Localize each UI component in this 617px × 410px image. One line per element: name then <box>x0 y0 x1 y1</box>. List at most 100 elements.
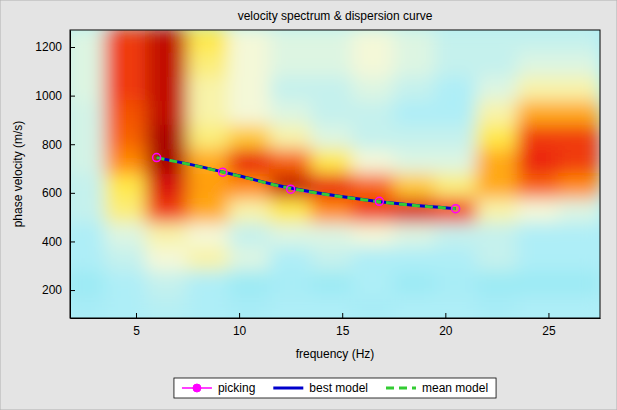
heatmap-cell <box>70 246 106 271</box>
x-tick-mark <box>445 313 446 318</box>
heatmap-cell <box>352 124 394 149</box>
heatmap-cell <box>311 30 353 52</box>
heatmap-cell <box>517 124 559 149</box>
heatmap-cell <box>228 222 270 247</box>
heatmap-cell <box>187 30 229 52</box>
x-tick-label: 20 <box>439 324 453 338</box>
heatmap-cell <box>558 149 600 174</box>
y-tick-mark <box>70 144 75 145</box>
heatmap-cell <box>228 124 270 149</box>
legend-entry: mean model <box>386 381 488 395</box>
heatmap-cell <box>70 100 106 125</box>
heatmap-cell <box>146 222 188 247</box>
x-tick-label: 15 <box>336 324 350 338</box>
y-axis-line <box>70 31 71 319</box>
series-marker <box>219 168 227 176</box>
heatmap-cell <box>270 124 312 149</box>
legend-label: mean model <box>422 381 488 395</box>
heatmap-cell <box>70 222 106 247</box>
y-tick: 800 <box>42 138 75 152</box>
heatmap-cell <box>105 51 147 76</box>
series-marker <box>153 154 161 162</box>
heatmap-cell <box>146 30 188 52</box>
heatmap-cell <box>105 173 147 198</box>
x-tick: 10 <box>233 313 247 338</box>
heatmap-cell <box>146 197 188 222</box>
heatmap-cell <box>393 51 435 76</box>
heatmap-cell <box>435 222 477 247</box>
y-tick-mark <box>70 290 75 291</box>
heatmap-cell <box>352 30 394 52</box>
heatmap-cell <box>70 270 106 295</box>
heatmap-cell <box>311 149 353 174</box>
heatmap-cell <box>476 294 518 318</box>
heatmap-cell <box>393 76 435 101</box>
heatmap-cell <box>352 294 394 318</box>
x-axis: 510152025 <box>71 313 601 338</box>
heatmap-cell <box>311 270 353 295</box>
heatmap-cell <box>517 51 559 76</box>
heatmap <box>70 30 600 318</box>
heatmap-cell <box>270 197 312 222</box>
heatmap-cell <box>187 246 229 271</box>
chart-title: velocity spectrum & dispersion curve <box>238 9 433 23</box>
heatmap-cell <box>270 51 312 76</box>
heatmap-cell <box>393 246 435 271</box>
heatmap-cell <box>517 294 559 318</box>
y-tick-mark <box>70 96 75 97</box>
heatmap-cell <box>270 76 312 101</box>
heatmap-cell <box>228 30 270 52</box>
heatmap-cell <box>70 51 106 76</box>
heatmap-cell <box>311 222 353 247</box>
series-line <box>157 158 456 209</box>
heatmap-cell <box>476 197 518 222</box>
heatmap-cell <box>558 76 600 101</box>
heatmap-cell <box>228 76 270 101</box>
heatmap-cell <box>228 246 270 271</box>
y-tick: 1000 <box>35 89 75 103</box>
heatmap-cell <box>70 76 106 101</box>
legend-entry: best model <box>273 381 368 395</box>
heatmap-cell <box>146 51 188 76</box>
heatmap-cell <box>146 124 188 149</box>
heatmap-cell <box>311 197 353 222</box>
heatmap-cell <box>105 30 147 52</box>
series-marker <box>287 185 295 193</box>
heatmap-cell <box>435 173 477 198</box>
heatmap-cell <box>558 100 600 125</box>
series-marker <box>452 205 460 213</box>
y-tick-mark <box>70 193 75 194</box>
legend-label: picking <box>218 381 255 395</box>
heatmap-cell <box>435 246 477 271</box>
heatmap-cell <box>146 76 188 101</box>
heatmap-cell <box>105 246 147 271</box>
series-line <box>157 158 456 209</box>
heatmap-cell <box>187 76 229 101</box>
heatmap-cell <box>311 246 353 271</box>
y-tick-label: 800 <box>42 138 62 152</box>
heatmap-cell <box>393 222 435 247</box>
heatmap-cell <box>70 294 106 318</box>
heatmap-cell <box>352 76 394 101</box>
heatmap-cell <box>187 197 229 222</box>
heatmap-cell <box>558 222 600 247</box>
heatmap-cell <box>270 246 312 271</box>
heatmap-cell <box>435 149 477 174</box>
legend-box <box>174 378 496 398</box>
y-tick-label: 200 <box>42 283 62 297</box>
heatmap-cell <box>476 222 518 247</box>
heatmap-cell <box>435 100 477 125</box>
x-tick-mark <box>136 313 137 318</box>
heatmap-cell <box>270 100 312 125</box>
heatmap-cell <box>105 124 147 149</box>
heatmap-cell <box>270 30 312 52</box>
heatmap-cell <box>517 197 559 222</box>
legend-entry: picking <box>182 381 255 395</box>
x-axis-title: frequency (Hz) <box>296 347 375 361</box>
y-tick-mark <box>70 47 75 48</box>
heatmap-cell <box>105 149 147 174</box>
heatmap-cell <box>270 270 312 295</box>
heatmap-cell <box>476 51 518 76</box>
heatmap-cell <box>393 124 435 149</box>
heatmap-cell <box>476 30 518 52</box>
